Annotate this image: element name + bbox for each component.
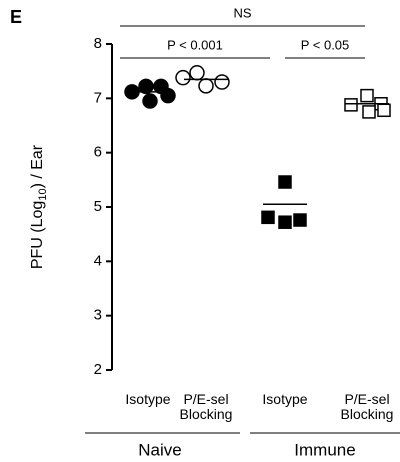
data-point	[175, 69, 191, 86]
x-tick-label: Isotype	[125, 391, 171, 407]
data-point	[362, 105, 376, 119]
y-tick-label: 7	[94, 89, 102, 106]
significance-label: P < 0.001	[167, 37, 223, 52]
data-point	[214, 74, 230, 90]
data-point	[189, 65, 205, 81]
data-point	[142, 93, 158, 109]
y-label-part: PFU (Log	[29, 201, 46, 269]
x-tick-label: P/E-sel Blocking	[340, 391, 394, 422]
data-point	[261, 210, 275, 225]
y-tick-label: 8	[94, 35, 102, 52]
significance-label: NS	[233, 5, 251, 20]
y-tick-label: 4	[94, 252, 102, 269]
data-point	[160, 87, 176, 104]
data-point	[377, 103, 391, 118]
y-tick-label: 2	[94, 361, 102, 378]
data-point	[138, 78, 154, 95]
y-label-part: ) / Ear	[29, 144, 46, 188]
y-axis-label: PFU (Log10) / Ear	[29, 144, 49, 269]
y-tick-label: 6	[94, 144, 102, 161]
significance-label: P < 0.05	[301, 37, 350, 52]
data-point	[198, 78, 214, 94]
group-label: Naive	[138, 440, 181, 459]
data-point	[344, 98, 358, 112]
data-point	[360, 88, 374, 103]
data-point	[278, 175, 292, 189]
group-label: Immune	[294, 440, 355, 459]
data-point	[278, 215, 292, 229]
y-tick-label: 5	[94, 198, 102, 215]
panel-label: E	[10, 7, 22, 27]
y-tick-label: 3	[94, 307, 102, 324]
x-tick-label: Isotype	[262, 391, 308, 407]
x-tick-label: P/E-sel Blocking	[179, 391, 233, 422]
y-label-sub: 10	[37, 188, 49, 200]
data-point	[293, 213, 307, 227]
